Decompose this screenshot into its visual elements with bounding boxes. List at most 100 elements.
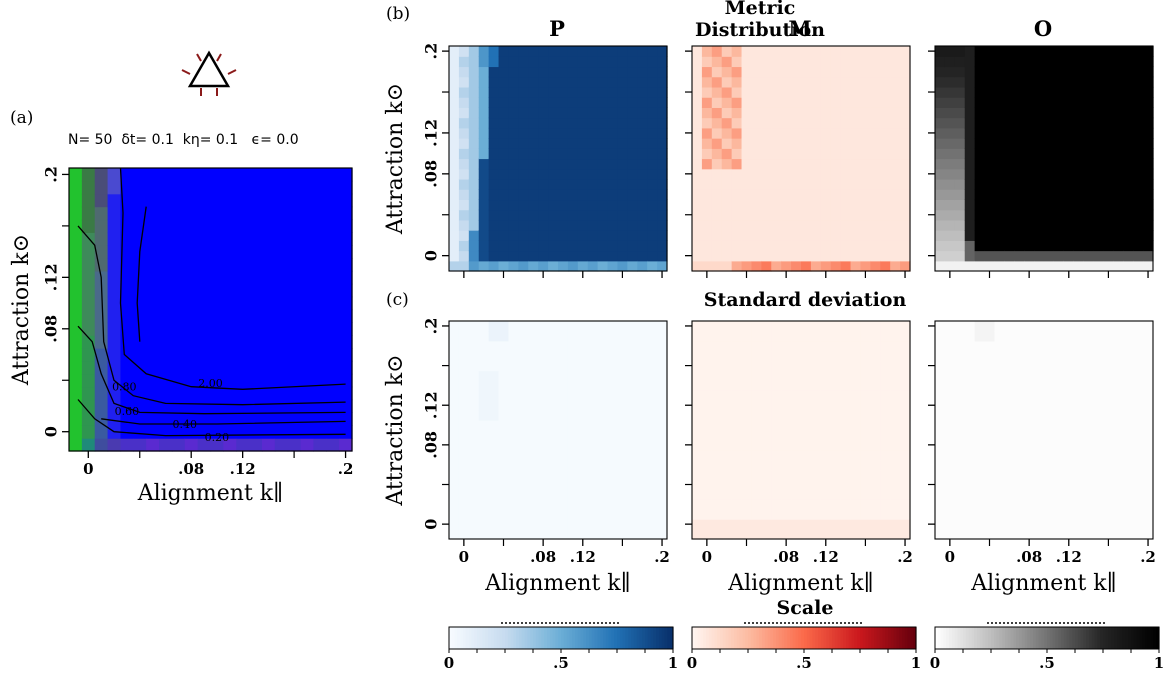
panel-c-o-cell (1034, 439, 1045, 451)
panel-b-o-cell (1093, 56, 1105, 68)
panel-c-o-cell (944, 519, 956, 530)
colorbar-o-segment (971, 627, 975, 649)
colorbar-o-segment (1153, 627, 1157, 649)
panel-b-o-cell (1024, 138, 1035, 149)
panel-a-cell (107, 399, 122, 414)
panel-c-o-cell (1103, 410, 1114, 421)
colorbar-p-segment (631, 627, 635, 649)
panel-c-o-cell (1053, 439, 1065, 451)
panel-b-p-cell (518, 168, 529, 180)
panel-b-p-cell (587, 76, 599, 88)
panel-b-m-cell (751, 127, 762, 139)
panel-b-o-cell (1024, 209, 1035, 221)
panel-c-m-cell (820, 499, 832, 510)
panel-c-p-cell (647, 499, 658, 510)
panel-c-o-cell (1143, 499, 1154, 510)
panel-a-cell (326, 360, 340, 375)
colorbar-o-segment (1100, 627, 1104, 649)
panel-a-cell (261, 348, 276, 362)
panel-b-o-cell (1093, 66, 1105, 78)
panel-c-p-cell (597, 509, 609, 520)
panel-b-o-cell (1004, 178, 1015, 190)
panel-b-o-cell (984, 230, 996, 241)
panel-c-p-cell (518, 430, 529, 441)
panel-c-m-cell (731, 449, 743, 461)
panel-b-o-cell (1014, 168, 1025, 180)
panel-b-o-cell (1004, 230, 1015, 241)
panel-c-p-cell (647, 380, 658, 391)
panel-b-p-cell (548, 127, 559, 139)
panel-b-p-cell (528, 76, 539, 88)
panel-c-p-cell (498, 410, 510, 421)
panel-b-m-cell (870, 76, 881, 88)
panel-b-o-cell (1034, 76, 1045, 88)
panel-c-p-cell (647, 459, 658, 471)
panel-b-p-cell (617, 199, 628, 211)
panel-a-cell (326, 245, 340, 259)
panel-b-p-cell (518, 250, 529, 262)
panel-b-m-cell (880, 86, 891, 98)
panel-c-o-cell (954, 509, 966, 520)
panel-b-m-cell (711, 250, 723, 262)
panel-a-cell (236, 270, 250, 285)
panel-a-cell (197, 386, 212, 401)
panel-b-p-cell (498, 209, 510, 221)
panel-b-m-cell (810, 230, 822, 241)
panel-c-p-cell (538, 529, 549, 540)
panel-c-m-cell (701, 479, 713, 491)
panel-c-o-cell (1073, 321, 1085, 332)
panel-b-m-cell (810, 209, 822, 221)
panel-b-p-cell (449, 240, 460, 252)
panel-c-p-cell (627, 360, 638, 372)
panel-b-o-cell (1024, 158, 1035, 170)
panel-b-p-cell (488, 230, 500, 241)
panel-c-m-cell (761, 489, 772, 500)
panel-b-m-cell (761, 56, 772, 68)
colorbar-o-segment (940, 627, 944, 649)
panel-c-p-cell (528, 519, 539, 530)
panel-a-cell (326, 373, 340, 388)
panel-c-o-cell (994, 469, 1005, 481)
panel-c-o-cell (1093, 380, 1105, 391)
panel-b-p-cell (617, 158, 628, 170)
panel-b-o-cell (1103, 240, 1114, 252)
colorbar-o-segment (1139, 627, 1143, 649)
panel-c-o-cell (1123, 479, 1134, 491)
panel-c-p-cell (617, 509, 628, 520)
panel-b-p-cell (647, 56, 658, 68)
panel-c-o-cell (1053, 370, 1065, 382)
panel-c-p-cell (597, 380, 609, 391)
panel-c-p-cell (587, 360, 599, 372)
panel-b-p-cell (597, 138, 609, 149)
panel-c-m-cell (880, 439, 891, 451)
panel-c-p-cell (627, 430, 638, 441)
panel-c-m-cell (701, 499, 713, 510)
panel-c-p-cell (548, 380, 559, 391)
panel-c-o-cell (1034, 459, 1045, 471)
panel-c-o-cell (1044, 529, 1055, 540)
colorbar-o-segment (1027, 627, 1031, 649)
panel-b-m-cell (791, 76, 802, 88)
colorbar-m-segment (764, 627, 769, 649)
panel-c-m-cell (830, 370, 842, 382)
panel-b-o-cell (1063, 178, 1075, 190)
panel-b-o-cell (944, 178, 956, 190)
panel-b-m-cell (820, 199, 832, 211)
panel-b-m-cell (721, 97, 733, 108)
panel-c-p-cell (567, 390, 579, 401)
panel-c-o-cell (1053, 321, 1065, 332)
panel-c-o-cell (1123, 380, 1134, 391)
colorbar-m-segment (910, 627, 914, 649)
panel-c-p-cell (498, 420, 510, 431)
panel-b-p-cell (528, 66, 539, 78)
panel-c-m-cell (900, 321, 911, 332)
panel-b-m-cell (741, 138, 753, 149)
panel-c-p-cell (567, 430, 579, 441)
panel-b-m-cell (850, 76, 862, 88)
panel-c-p-cell (587, 430, 599, 441)
panel-c-o-cell (984, 360, 996, 372)
panel-c-o-cell (1004, 479, 1015, 491)
panel-b-p-cell (449, 230, 460, 241)
panel-a-cell (146, 193, 160, 208)
panel-b-o-cell (1113, 148, 1124, 160)
